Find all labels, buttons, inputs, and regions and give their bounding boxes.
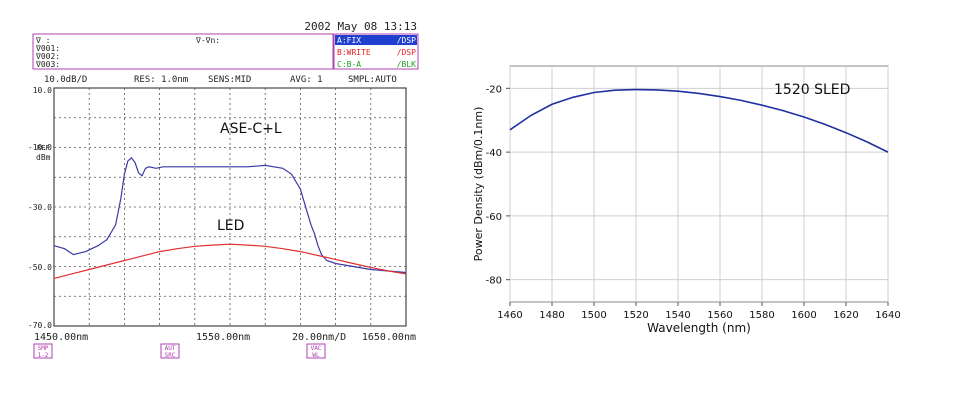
osa-ref-label: REF: [37, 144, 50, 152]
sled-xtick-label: 1520: [623, 310, 648, 321]
softkey-aut-top: AUT: [165, 345, 176, 352]
osa-ytick-label: -30.0: [28, 203, 52, 212]
sled-x-axis: 1460 1480 1500 1520 1540 1560 1580 1600 1620 1640: [497, 302, 901, 321]
softkey-vac-top: VAC: [311, 345, 322, 352]
led-trace-line: [53, 243, 407, 279]
marker-line-2: ∇002:: [35, 52, 60, 61]
sled-xtick-label: 1460: [497, 310, 522, 321]
sled-grid: [509, 66, 889, 302]
sled-xlabel: Wavelength (nm): [647, 321, 751, 335]
trace-a-highlight: [335, 35, 417, 45]
osa-unit-label: dBm: [36, 153, 51, 162]
sled-xtick-label: 1480: [539, 310, 564, 321]
softkey-smp[interactable]: SMP 1-2: [33, 343, 53, 359]
trace-b-mode[interactable]: /DSP: [397, 48, 416, 57]
sled-ytick-label: -80: [486, 276, 502, 287]
osa-x-center-label: 1550.00nm: [196, 332, 250, 343]
marker-line-3: ∇003:: [35, 60, 60, 69]
sled-chart-svg: 1460 1480 1500 1520 1540 1560 1580 1600 1620 1640…: [472, 65, 901, 335]
marker-box: [32, 33, 334, 70]
sled-trace-line: [509, 88, 889, 153]
sled-series: [509, 88, 889, 153]
led-annotation: LED: [217, 218, 244, 234]
ase-annotation: ASE-C+L: [220, 121, 282, 137]
softkey-smp-bottom: 1-2: [38, 352, 49, 359]
sampling-setting: SMPL:AUTO: [348, 75, 397, 85]
trace-a-label[interactable]: A:FIX: [337, 36, 361, 45]
osa-datetime: 2002 May 08 13:13: [304, 20, 417, 33]
osa-x-span-label: 20.00nm/D: [292, 332, 346, 343]
trace-b-label[interactable]: B:WRITE: [337, 48, 371, 57]
osa-traces: [53, 157, 407, 279]
osa-x-start-label: 1450.00nm: [34, 332, 88, 343]
osa-ytick-label: 10.0: [33, 86, 52, 95]
sled-xtick-label: 1600: [791, 310, 816, 321]
sled-ytick-label: -60: [486, 212, 502, 223]
sensitivity-setting: SENS:MID: [208, 75, 251, 85]
sled-xtick-label: 1640: [875, 310, 900, 321]
sled-plot-area: [509, 65, 889, 303]
softkey-aut-bottom: SRC: [165, 352, 176, 359]
sled-y-axis: -20 -40 -60 -80: [486, 84, 510, 287]
sled-annotation: 1520 SLED: [774, 82, 850, 98]
resolution-setting: RES: 1.0nm: [134, 75, 188, 85]
marker-delta-label: ∇-∇n:: [195, 36, 220, 45]
sled-ytick-label: -20: [486, 84, 502, 95]
sled-xtick-label: 1500: [581, 310, 606, 321]
ase-trace-line: [53, 157, 407, 274]
marker-line-1: ∇001:: [35, 44, 60, 53]
osa-ytick-label: -10.0: [28, 143, 52, 152]
averaging-setting: AVG: 1: [290, 75, 323, 85]
sled-xtick-label: 1620: [833, 310, 858, 321]
osa-screen: 2002 May 08 13:13 ∇ : ∇-∇n: ∇001: ∇002: …: [0, 0, 430, 402]
trace-a-mode[interactable]: /DSP: [397, 36, 416, 45]
trace-c-label[interactable]: C:B-A: [337, 60, 361, 69]
sled-ytick-label: -40: [486, 148, 502, 159]
softkey-vac-bottom: WL: [312, 352, 320, 359]
softkey-aut[interactable]: AUT SRC: [160, 343, 180, 359]
sled-ylabel: Power Density (dBm/0.1nm): [472, 107, 485, 262]
trace-c-mode[interactable]: /BLK: [397, 60, 416, 69]
sled-xtick-label: 1540: [665, 310, 690, 321]
osa-x-stop-label: 1650.00nm: [362, 332, 416, 343]
osa-grid: [54, 88, 406, 326]
softkey-vac[interactable]: VAC WL: [306, 343, 326, 359]
osa-ytick-label: -70.0: [28, 321, 52, 330]
sled-xtick-label: 1560: [707, 310, 732, 321]
sled-chart: 1460 1480 1500 1520 1540 1560 1580 1600 1620 1640…: [450, 40, 954, 370]
sled-xtick-label: 1580: [749, 310, 774, 321]
scale-setting: 10.0dB/D: [44, 75, 87, 85]
softkey-smp-top: SMP: [38, 345, 49, 352]
marker-line-0: ∇ :: [35, 36, 50, 45]
osa-display: 2002 May 08 13:13 ∇ : ∇-∇n: ∇001: ∇002: …: [28, 20, 419, 359]
osa-ytick-label: -50.0: [28, 263, 52, 272]
